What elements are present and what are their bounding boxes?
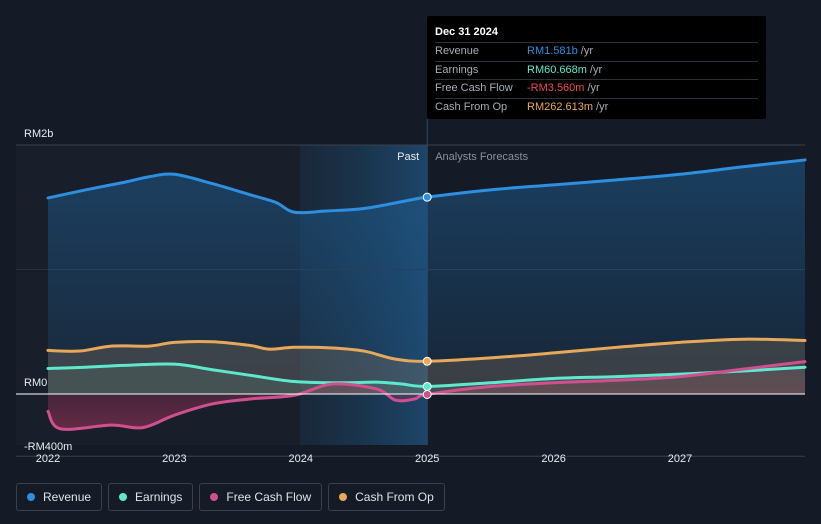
cash-from-op-marker[interactable] [422,356,432,366]
tooltip: Dec 31 2024 Revenue RM1.581b/yr Earnings RM… [427,16,766,119]
earnings-line [46,362,807,388]
tooltip-row-revenue: Revenue RM1.581b/yr [435,42,758,61]
x-axis-label-2023: 2023 [162,453,186,465]
x-axis-label-2024: 2024 [289,453,313,465]
y-axis-label-rm2b: RM2b [24,128,53,140]
tooltip-value: RM60.668m [527,63,587,76]
tooltip-value: RM262.613m [527,100,594,113]
legend-dot-icon [339,493,348,501]
x-axis-label-2027: 2027 [668,453,692,465]
tooltip-unit: /yr [580,45,593,57]
free-cash-flow-area [48,361,805,430]
legend-label: Earnings [135,490,183,504]
legend-item-cash-from-op[interactable]: Cash From Op [328,483,445,511]
legend-item-free-cash-flow[interactable]: Free Cash Flow [199,483,323,511]
x-axis-label-2025: 2025 [415,453,439,465]
x-axis-label-2026: 2026 [541,453,565,465]
tooltip-unit: /yr [587,82,600,94]
revenue-area [48,159,805,394]
tooltip-label: Earnings [435,63,479,76]
tooltip-label: Revenue [435,45,480,57]
y-axis-label--rm400m: -RM400m [24,441,72,453]
legend-dot-icon [27,493,35,501]
earnings-marker[interactable] [422,381,432,391]
tooltip-label: Free Cash Flow [435,82,513,94]
tooltip-unit: /yr [596,100,609,113]
cash-from-op-line [46,337,807,363]
legend-label: Revenue [43,490,92,504]
tooltip-label: Cash From Op [435,100,508,113]
legend-label: Free Cash Flow [226,490,312,504]
tooltip-unit: /yr [589,63,603,76]
free-cash-flow-line [46,360,807,431]
past-label: Past [397,151,419,163]
tooltip-value: -RM3.560m [527,82,585,94]
revenue-marker[interactable] [422,192,432,202]
legend-item-revenue[interactable]: Revenue [16,483,103,511]
tooltip-row-earnings: Earnings RM60.668m/yr [435,60,758,80]
legend-dot-icon [210,493,219,501]
legend: Revenue Earnings Free Cash Flow Cash From O… [16,483,445,511]
x-axis-label-2022: 2022 [36,453,60,465]
y-axis-label-rm0: RM0 [24,377,47,389]
tooltip-value: RM1.581b [527,45,578,57]
tooltip-row-free-cash-flow: Free Cash Flow -RM3.560m/yr [435,79,758,98]
legend-dot-icon [119,493,128,501]
legend-item-earnings[interactable]: Earnings [108,483,194,511]
tooltip-date: Dec 31 2024 [435,26,498,38]
free-cash-flow-marker[interactable] [422,389,432,399]
revenue-line [46,158,807,215]
forecast-label: Analysts Forecasts [435,151,528,163]
legend-label: Cash From Op [355,490,434,504]
tooltip-row-cash-from-op: Cash From Op RM262.613m/yr [435,97,758,117]
